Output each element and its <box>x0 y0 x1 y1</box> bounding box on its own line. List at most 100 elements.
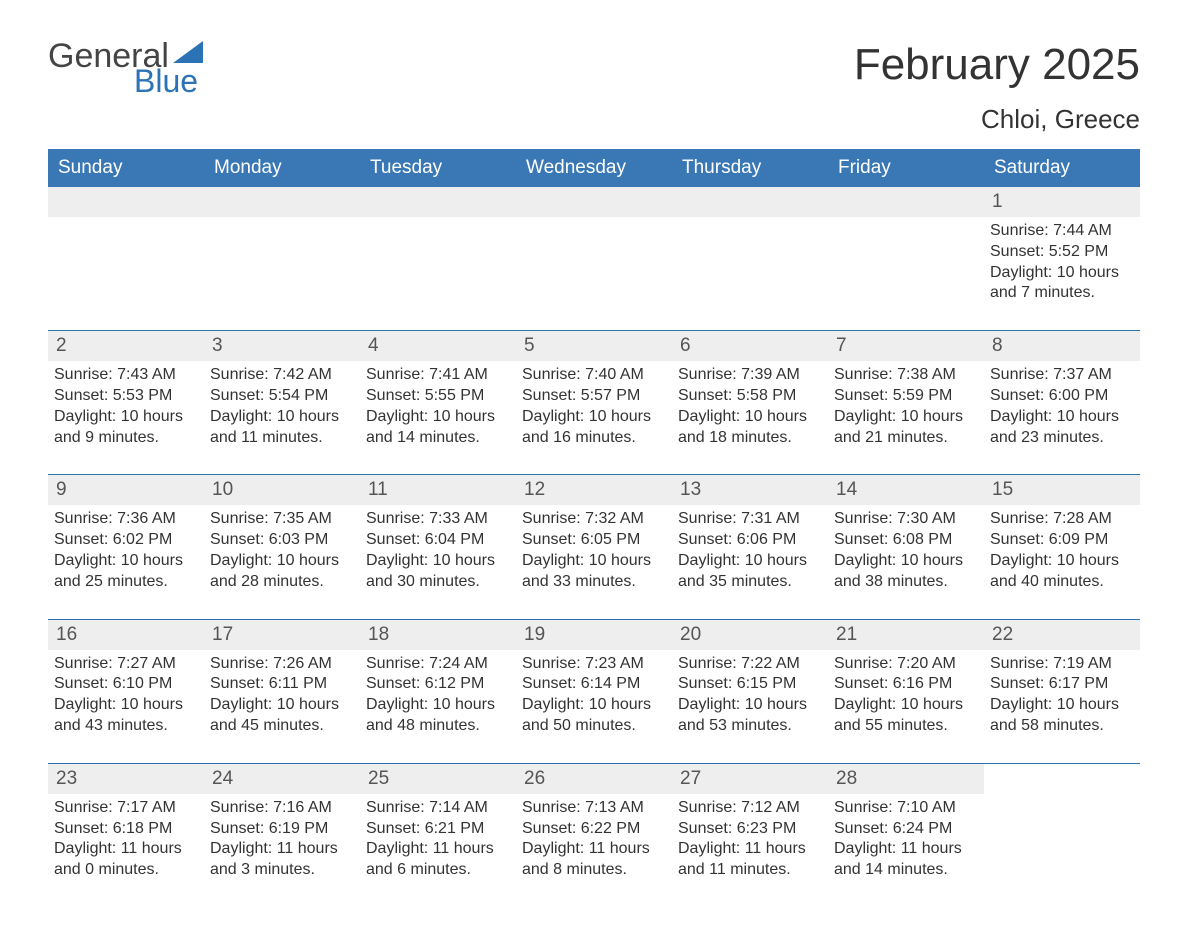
calendar-day: 23Sunrise: 7:17 AMSunset: 6:18 PMDayligh… <box>48 764 204 889</box>
day-details: Sunrise: 7:17 AMSunset: 6:18 PMDaylight:… <box>54 798 198 881</box>
sunrise-line: Sunrise: 7:17 AM <box>54 798 198 819</box>
sunset-line: Sunset: 6:18 PM <box>54 819 198 840</box>
weekday-header-row: SundayMondayTuesdayWednesdayThursdayFrid… <box>48 149 1140 187</box>
day-details: Sunrise: 7:41 AMSunset: 5:55 PMDaylight:… <box>366 365 510 448</box>
day-number: 10 <box>204 475 360 505</box>
day-details: Sunrise: 7:28 AMSunset: 6:09 PMDaylight:… <box>990 509 1134 592</box>
sunrise-line: Sunrise: 7:19 AM <box>990 654 1134 675</box>
calendar-day: 12Sunrise: 7:32 AMSunset: 6:05 PMDayligh… <box>516 475 672 600</box>
calendar-day: 18 Sunrise: 7:24 AMSunset: 6:12 PMDayligh… <box>360 620 516 745</box>
day-number: 4 <box>360 331 516 361</box>
day-number <box>984 764 1140 772</box>
sunrise-line: Sunrise: 7:26 AM <box>210 654 354 675</box>
daylight-line: Daylight: 10 hours and 33 minutes. <box>522 551 666 593</box>
sunrise-line: Sunrise: 7:37 AM <box>990 365 1134 386</box>
sunrise-line: Sunrise: 7:28 AM <box>990 509 1134 530</box>
calendar-day-empty <box>828 187 984 312</box>
calendar-day: 22Sunrise: 7:19 AMSunset: 6:17 PMDayligh… <box>984 620 1140 745</box>
sunset-line: Sunset: 6:15 PM <box>678 674 822 695</box>
day-number: 3 <box>204 331 360 361</box>
daylight-line: Daylight: 10 hours and 7 minutes. <box>990 263 1134 305</box>
day-number: 18 <box>360 620 516 650</box>
daylight-line: Daylight: 11 hours and 8 minutes. <box>522 839 666 881</box>
sunrise-line: Sunrise: 7:10 AM <box>834 798 978 819</box>
day-number: 8 <box>984 331 1140 361</box>
daylight-line: Daylight: 11 hours and 14 minutes. <box>834 839 978 881</box>
day-details: Sunrise: 7:35 AMSunset: 6:03 PMDaylight:… <box>210 509 354 592</box>
daylight-line: Daylight: 10 hours and 21 minutes. <box>834 407 978 449</box>
day-number <box>516 187 672 217</box>
sunset-line: Sunset: 6:08 PM <box>834 530 978 551</box>
sunrise-line: Sunrise: 7:39 AM <box>678 365 822 386</box>
day-details: Sunrise: 7:24 AMSunset: 6:12 PMDaylight:… <box>366 654 510 737</box>
day-details: Sunrise: 7:22 AMSunset: 6:15 PMDaylight:… <box>678 654 822 737</box>
sunrise-line: Sunrise: 7:20 AM <box>834 654 978 675</box>
sunset-line: Sunset: 6:05 PM <box>522 530 666 551</box>
day-number: 1 <box>984 187 1140 217</box>
day-number: 11 <box>360 475 516 505</box>
day-details: Sunrise: 7:38 AMSunset: 5:59 PMDaylight:… <box>834 365 978 448</box>
day-number: 26 <box>516 764 672 794</box>
weekday-header: Sunday <box>48 149 204 187</box>
calendar-day: 26Sunrise: 7:13 AMSunset: 6:22 PMDayligh… <box>516 764 672 889</box>
sunset-line: Sunset: 6:06 PM <box>678 530 822 551</box>
calendar-day: 24 Sunrise: 7:16 AMSunset: 6:19 PMDayligh… <box>204 764 360 889</box>
calendar-day: 15Sunrise: 7:28 AMSunset: 6:09 PMDayligh… <box>984 475 1140 600</box>
daylight-line: Daylight: 10 hours and 14 minutes. <box>366 407 510 449</box>
day-number: 22 <box>984 620 1140 650</box>
location-label: Chloi, Greece <box>854 104 1140 135</box>
day-details: Sunrise: 7:43 AMSunset: 5:53 PMDaylight:… <box>54 365 198 448</box>
calendar-day: 7Sunrise: 7:38 AMSunset: 5:59 PMDaylight… <box>828 331 984 456</box>
sunrise-line: Sunrise: 7:32 AM <box>522 509 666 530</box>
logo-text-blue: Blue <box>134 66 203 96</box>
sunset-line: Sunset: 5:55 PM <box>366 386 510 407</box>
day-details: Sunrise: 7:31 AMSunset: 6:06 PMDaylight:… <box>678 509 822 592</box>
day-number: 13 <box>672 475 828 505</box>
daylight-line: Daylight: 10 hours and 11 minutes. <box>210 407 354 449</box>
day-number: 14 <box>828 475 984 505</box>
sunrise-line: Sunrise: 7:31 AM <box>678 509 822 530</box>
calendar-day: 1Sunrise: 7:44 AMSunset: 5:52 PMDaylight… <box>984 187 1140 312</box>
calendar-week: 23Sunrise: 7:17 AMSunset: 6:18 PMDayligh… <box>48 763 1140 889</box>
sunset-line: Sunset: 5:58 PM <box>678 386 822 407</box>
calendar-day: 16Sunrise: 7:27 AMSunset: 6:10 PMDayligh… <box>48 620 204 745</box>
calendar-day: 3 Sunrise: 7:42 AMSunset: 5:54 PMDaylight… <box>204 331 360 456</box>
sunset-line: Sunset: 6:21 PM <box>366 819 510 840</box>
day-number: 16 <box>48 620 204 650</box>
day-number: 24 <box>204 764 360 794</box>
calendar-day: 14Sunrise: 7:30 AMSunset: 6:08 PMDayligh… <box>828 475 984 600</box>
calendar-day-empty <box>672 187 828 312</box>
sunrise-line: Sunrise: 7:42 AM <box>210 365 354 386</box>
day-details: Sunrise: 7:16 AMSunset: 6:19 PMDaylight:… <box>210 798 354 881</box>
sunset-line: Sunset: 5:53 PM <box>54 386 198 407</box>
sunset-line: Sunset: 6:11 PM <box>210 674 354 695</box>
sunset-line: Sunset: 6:10 PM <box>54 674 198 695</box>
sunset-line: Sunset: 5:59 PM <box>834 386 978 407</box>
day-details: Sunrise: 7:39 AMSunset: 5:58 PMDaylight:… <box>678 365 822 448</box>
calendar-day: 20Sunrise: 7:22 AMSunset: 6:15 PMDayligh… <box>672 620 828 745</box>
daylight-line: Daylight: 10 hours and 53 minutes. <box>678 695 822 737</box>
day-details: Sunrise: 7:14 AMSunset: 6:21 PMDaylight:… <box>366 798 510 881</box>
daylight-line: Daylight: 11 hours and 11 minutes. <box>678 839 822 881</box>
weekday-header: Wednesday <box>516 149 672 187</box>
daylight-line: Daylight: 10 hours and 40 minutes. <box>990 551 1134 593</box>
calendar-body: 1Sunrise: 7:44 AMSunset: 5:52 PMDaylight… <box>48 187 1140 889</box>
sunset-line: Sunset: 6:24 PM <box>834 819 978 840</box>
day-details: Sunrise: 7:32 AMSunset: 6:05 PMDaylight:… <box>522 509 666 592</box>
calendar-day: 13 Sunrise: 7:31 AMSunset: 6:06 PMDayligh… <box>672 475 828 600</box>
calendar-day: 8Sunrise: 7:37 AMSunset: 6:00 PMDaylight… <box>984 331 1140 456</box>
sunset-line: Sunset: 6:14 PM <box>522 674 666 695</box>
calendar-day-empty <box>204 187 360 312</box>
logo: General Blue <box>48 40 203 97</box>
calendar-week: 1Sunrise: 7:44 AMSunset: 5:52 PMDaylight… <box>48 187 1140 312</box>
calendar-day: 2Sunrise: 7:43 AMSunset: 5:53 PMDaylight… <box>48 331 204 456</box>
day-number <box>828 187 984 217</box>
calendar-day: 5Sunrise: 7:40 AMSunset: 5:57 PMDaylight… <box>516 331 672 456</box>
calendar-day: 28Sunrise: 7:10 AMSunset: 6:24 PMDayligh… <box>828 764 984 889</box>
day-details: Sunrise: 7:36 AMSunset: 6:02 PMDaylight:… <box>54 509 198 592</box>
sunrise-line: Sunrise: 7:33 AM <box>366 509 510 530</box>
sunrise-line: Sunrise: 7:38 AM <box>834 365 978 386</box>
sunrise-line: Sunrise: 7:13 AM <box>522 798 666 819</box>
day-details: Sunrise: 7:42 AMSunset: 5:54 PMDaylight:… <box>210 365 354 448</box>
sunset-line: Sunset: 6:02 PM <box>54 530 198 551</box>
